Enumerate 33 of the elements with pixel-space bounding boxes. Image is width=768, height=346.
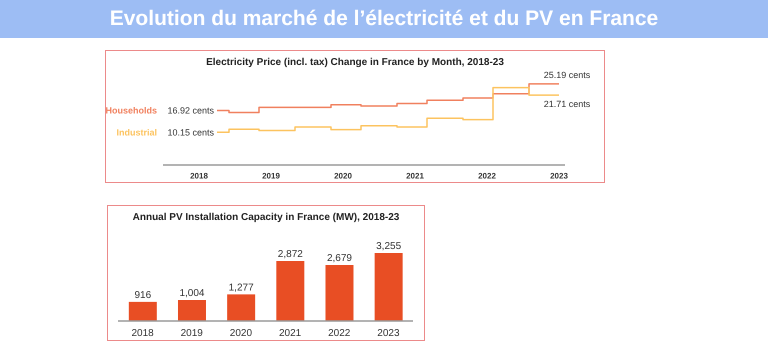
x-tick-label: 2018 xyxy=(190,172,208,181)
data-label: 25.19 cents xyxy=(544,70,591,80)
data-label: 916 xyxy=(134,290,152,301)
x-tick-label: 2022 xyxy=(328,328,351,340)
x-tick-label: 2020 xyxy=(230,328,252,340)
data-label: 3,255 xyxy=(376,241,402,252)
bar xyxy=(128,302,157,321)
data-label: 10.15 cents xyxy=(167,127,214,138)
x-tick-label: 2019 xyxy=(262,172,280,181)
x-tick-label: 2019 xyxy=(180,328,204,340)
bar xyxy=(178,300,206,321)
data-label: 2,679 xyxy=(326,253,352,264)
chart-title: Annual PV Installation Capacity in France (MW), 2018-23 xyxy=(132,212,400,223)
data-label: 1,277 xyxy=(228,282,254,294)
x-tick-label: 2021 xyxy=(406,172,424,181)
bar xyxy=(325,265,354,321)
text: Evolution du marché de l’électricité et du PV en France xyxy=(0,0,768,38)
x-tick-label: 2020 xyxy=(334,172,352,181)
data-label: 16.92 cents xyxy=(167,105,214,116)
bar xyxy=(276,261,304,321)
x-tick-label: 2018 xyxy=(131,328,154,340)
text: Industrial xyxy=(116,127,157,138)
data-label: 2,872 xyxy=(278,249,304,260)
x-tick-label: 2023 xyxy=(377,328,400,340)
chart-title: Electricity Price (incl. tax) Change in France by Month, 2018-23 xyxy=(205,57,505,68)
text: Households xyxy=(105,105,157,116)
x-tick-label: 2023 xyxy=(550,172,568,181)
bar xyxy=(227,294,256,321)
data-label: 21.71 cents xyxy=(544,99,591,110)
bar xyxy=(374,253,403,321)
x-tick-label: 2021 xyxy=(278,328,302,340)
x-tick-label: 2022 xyxy=(478,172,496,181)
data-label: 1,004 xyxy=(179,288,205,300)
